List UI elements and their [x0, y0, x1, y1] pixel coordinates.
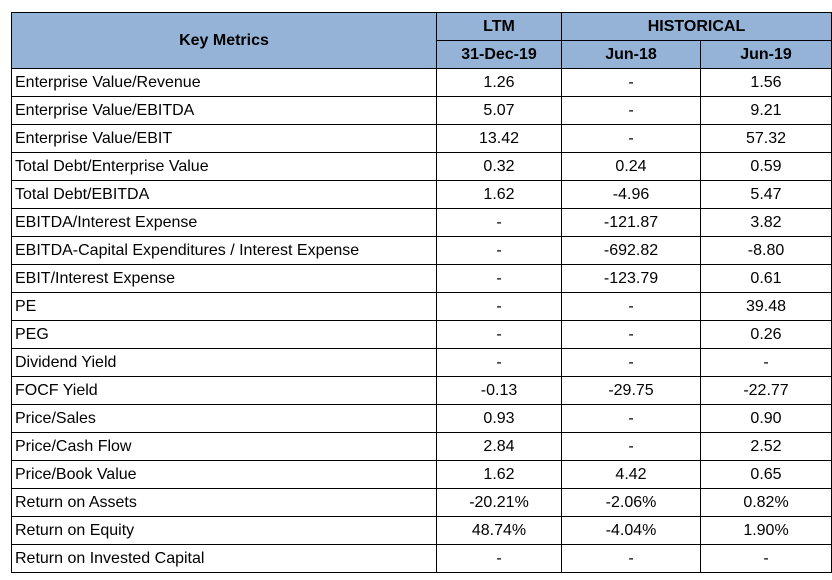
hist-1-value: -: [561, 404, 701, 433]
hist-2-value: 0.90: [700, 404, 832, 433]
table-row: FOCF Yield -0.13 -29.75 -22.77: [11, 376, 832, 405]
hist-1-value: -: [561, 292, 701, 321]
table-row: Enterprise Value/Revenue 1.26-1.56: [11, 68, 832, 97]
metric-label: Enterprise Value/Revenue: [11, 68, 437, 97]
hist-2-value: -8.80: [700, 236, 832, 265]
ltm-header: LTM: [436, 12, 562, 41]
hist-1-value: 4.42: [561, 460, 701, 489]
hist-2-value: 39.48: [700, 292, 832, 321]
ltm-value: -: [436, 236, 562, 265]
hist-2-value: -22.77: [700, 376, 832, 405]
metric-label: Enterprise Value/EBITDA: [11, 96, 437, 125]
metric-label: PEG: [11, 320, 437, 349]
hist-1-value: -4.96: [561, 180, 701, 209]
table-row: Return on Invested Capital - - -: [11, 544, 832, 573]
hist-2-value: 0.65: [700, 460, 832, 489]
metric-label: FOCF Yield: [11, 376, 437, 405]
ltm-value: -: [436, 208, 562, 237]
hist-1-value: -4.04%: [561, 516, 701, 545]
hist-2-value: 1.90%: [700, 516, 832, 545]
metric-label: Price/Book Value: [11, 460, 437, 489]
metrics-body: Enterprise Value/Revenue 1.26-1.56 Enterpr…: [11, 68, 832, 573]
table-row: EBIT/Interest Expense - -123.79 0.61: [11, 264, 832, 293]
hist-1-value: -29.75: [561, 376, 701, 405]
metric-label: EBITDA-Capital Expenditures / Interest E…: [11, 236, 437, 265]
hist-1-value: -123.79: [561, 264, 701, 293]
ltm-value: 0.32: [436, 152, 562, 181]
hist-1-value: -: [561, 68, 701, 97]
table-row: PEG - -0.26: [11, 320, 832, 349]
metric-label: Price/Cash Flow: [11, 432, 437, 461]
table-row: Enterprise Value/EBITDA 5.07-9.21: [11, 96, 832, 125]
hist-2-value: 57.32: [700, 124, 832, 153]
ltm-value: 1.26: [436, 68, 562, 97]
hist-2-value: 0.26: [700, 320, 832, 349]
metric-label: Return on Equity: [11, 516, 437, 545]
table-row: Total Debt/Enterprise Value 0.32 0.24 0.59: [11, 152, 832, 181]
hist-1-value: -: [561, 544, 701, 573]
metric-label: Enterprise Value/EBIT: [11, 124, 437, 153]
ltm-value: -: [436, 544, 562, 573]
ltm-value: 48.74%: [436, 516, 562, 545]
table-row: Return on Equity 48.74% -4.04% 1.90%: [11, 516, 832, 545]
ltm-date-header: 31-Dec-19: [436, 40, 562, 69]
hist-1-value: -: [561, 432, 701, 461]
metric-label: Dividend Yield: [11, 348, 437, 377]
metric-label: Total Debt/EBITDA: [11, 180, 437, 209]
hist-2-value: 9.21: [700, 96, 832, 125]
hist-2-value: 5.47: [700, 180, 832, 209]
key-metrics-header: Key Metrics: [11, 12, 437, 69]
table-row: Return on Assets -20.21% -2.06% 0.82%: [11, 488, 832, 517]
hist-2-value: 0.82%: [700, 488, 832, 517]
hist-1-value: -: [561, 124, 701, 153]
metric-label: PE: [11, 292, 437, 321]
table-row: EBITDA-Capital Expenditures / Interest E…: [11, 236, 832, 265]
table-row: Price/Sales 0.93-0.90: [11, 404, 832, 433]
metric-label: Price/Sales: [11, 404, 437, 433]
hist-1-value: -2.06%: [561, 488, 701, 517]
table-row: Enterprise Value/EBIT 13.42-57.32: [11, 124, 832, 153]
table-row: PE - -39.48: [11, 292, 832, 321]
hist-1-value: -121.87: [561, 208, 701, 237]
ltm-value: -0.13: [436, 376, 562, 405]
hist-1-value: -692.82: [561, 236, 701, 265]
metric-label: Return on Assets: [11, 488, 437, 517]
ltm-value: 5.07: [436, 96, 562, 125]
ltm-value: -20.21%: [436, 488, 562, 517]
table-row: Price/Book Value 1.62 4.42 0.65: [11, 460, 832, 489]
metric-label: Return on Invested Capital: [11, 544, 437, 573]
metric-label: Total Debt/Enterprise Value: [11, 152, 437, 181]
hist-2-value: 2.52: [700, 432, 832, 461]
ltm-value: -: [436, 264, 562, 293]
table-row: Dividend Yield - - -: [11, 348, 832, 377]
ltm-value: 13.42: [436, 124, 562, 153]
table-row: EBITDA/Interest Expense - -121.87 3.82: [11, 208, 832, 237]
ltm-value: 2.84: [436, 432, 562, 461]
hist-2-header: Jun-19: [700, 40, 832, 69]
ltm-value: -: [436, 292, 562, 321]
ltm-value: -: [436, 320, 562, 349]
ltm-value: 1.62: [436, 460, 562, 489]
metric-label: EBITDA/Interest Expense: [11, 208, 437, 237]
hist-2-value: -: [700, 544, 832, 573]
key-metrics-table: Key Metrics LTM HISTORICAL 31-Dec-19 Jun…: [11, 12, 832, 573]
hist-2-value: 1.56: [700, 68, 832, 97]
hist-2-value: 0.61: [700, 264, 832, 293]
hist-1-header: Jun-18: [561, 40, 701, 69]
metric-label: EBIT/Interest Expense: [11, 264, 437, 293]
ltm-value: 1.62: [436, 180, 562, 209]
historical-header: HISTORICAL: [561, 12, 832, 41]
hist-1-value: -: [561, 320, 701, 349]
ltm-value: 0.93: [436, 404, 562, 433]
hist-2-value: 3.82: [700, 208, 832, 237]
table-row: Price/Cash Flow 2.84-2.52: [11, 432, 832, 461]
hist-1-value: -: [561, 96, 701, 125]
hist-1-value: 0.24: [561, 152, 701, 181]
ltm-value: -: [436, 348, 562, 377]
hist-1-value: -: [561, 348, 701, 377]
table-row: Total Debt/EBITDA 1.62 -4.96 5.47: [11, 180, 832, 209]
hist-2-value: 0.59: [700, 152, 832, 181]
hist-2-value: -: [700, 348, 832, 377]
